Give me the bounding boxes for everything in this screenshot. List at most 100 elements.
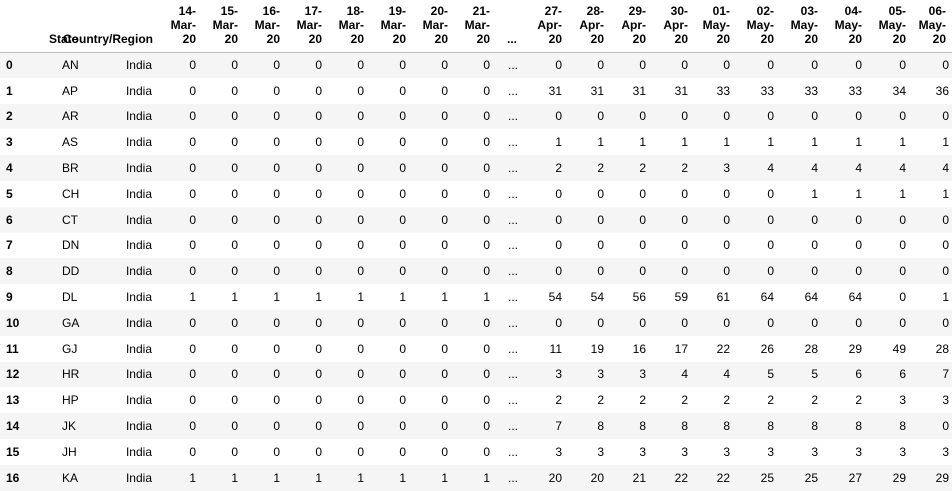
date-column-header: 21- Mar- 20: [456, 0, 498, 53]
value-cell: 0: [483, 238, 490, 253]
value-cell: 0: [483, 135, 490, 150]
value-cell: 2: [597, 161, 604, 176]
row-index: 15: [6, 444, 20, 459]
value-cell: 0: [597, 238, 604, 253]
value-cell: 3: [555, 367, 562, 382]
value-cell: 0: [811, 264, 818, 279]
date-column-header: 27- Apr- 20: [528, 0, 570, 53]
date-column-header: 14- Mar- 20: [162, 0, 204, 53]
value-cell: 0: [855, 264, 862, 279]
value-cell: 1: [555, 135, 562, 150]
value-cell: 0: [399, 264, 406, 279]
value-cell: 0: [441, 186, 448, 201]
table-row: 7 DN India 0 0 0 0 0 0 0 0... 0 0 0 0 0 0 0 0 0 0: [0, 233, 952, 259]
value-cell: 0: [357, 83, 364, 98]
value-cell: 25: [804, 470, 818, 485]
date-column-header: 17- Mar- 20: [288, 0, 330, 53]
value-cell: 5: [767, 367, 774, 382]
value-cell: 0: [273, 315, 280, 330]
value-cell: 0: [357, 264, 364, 279]
value-cell: 0: [441, 264, 448, 279]
value-cell: 5: [811, 367, 818, 382]
value-cell: 0: [723, 58, 730, 73]
header-row: State Country/Region 14- Mar- 20 15- Mar-…: [0, 0, 952, 53]
state-cell: DL: [62, 290, 78, 305]
row-index: 16: [6, 470, 20, 485]
country-cell: India: [125, 444, 152, 459]
date-column-header: 19- Mar- 20: [372, 0, 414, 53]
value-cell: 0: [189, 58, 196, 73]
value-cell: 0: [639, 186, 646, 201]
value-cell: 11: [549, 341, 562, 356]
value-cell: 8: [681, 419, 688, 434]
value-cell: 0: [441, 58, 448, 73]
table-row: 11 GJ India 0 0 0 0 0 0 0 0... 11 19 16 17 22 26 28 29 49 28: [0, 336, 952, 362]
value-cell: 0: [399, 444, 406, 459]
value-cell: 0: [441, 109, 448, 124]
row-index: 11: [6, 341, 19, 356]
value-cell: 0: [357, 444, 364, 459]
value-cell: 3: [723, 444, 730, 459]
value-cell: 0: [723, 238, 730, 253]
value-cell: 64: [760, 290, 774, 305]
value-cell: 4: [681, 367, 688, 382]
value-cell: 0: [315, 109, 322, 124]
country-cell: India: [125, 290, 152, 305]
value-cell: 0: [811, 315, 818, 330]
value-cell: 0: [357, 135, 364, 150]
table-row: 6 CT India 0 0 0 0 0 0 0 0... 0 0 0 0 0 0 0 0 0 0: [0, 206, 952, 233]
value-cell: 0: [483, 367, 490, 382]
value-cell: 0: [315, 444, 322, 459]
value-cell: 0: [811, 212, 818, 227]
date-column-header: 05- May- 20: [870, 0, 914, 53]
value-cell: 20: [548, 470, 562, 485]
value-cell: 0: [441, 238, 448, 253]
value-cell: 27: [848, 470, 862, 485]
value-cell: 1: [855, 135, 862, 150]
value-cell: 0: [555, 212, 562, 227]
value-cell: 0: [231, 419, 238, 434]
ellipsis-cell: ...: [507, 238, 518, 253]
value-cell: 0: [231, 186, 238, 201]
value-cell: 1: [942, 186, 949, 201]
value-cell: 0: [399, 315, 406, 330]
value-cell: 0: [483, 161, 490, 176]
value-cell: 0: [639, 238, 646, 253]
state-cell: AR: [62, 109, 79, 124]
value-cell: 31: [632, 83, 646, 98]
value-cell: 0: [441, 367, 448, 382]
state-cell: JK: [62, 419, 77, 434]
value-cell: 0: [399, 238, 406, 253]
table-row: 1 AP India 0 0 0 0 0 0 0 0... 31 31 31 31 33 33 33 33 34 36: [0, 78, 952, 104]
table-header: State Country/Region 14- Mar- 20 15- Mar-…: [0, 0, 952, 53]
value-cell: 33: [804, 83, 818, 98]
value-cell: 0: [597, 264, 604, 279]
value-cell: 0: [231, 83, 238, 98]
value-cell: 0: [315, 419, 322, 434]
value-cell: 6: [899, 367, 906, 382]
value-cell: 0: [681, 186, 688, 201]
ellipsis-cell: ...: [507, 444, 518, 459]
ellipsis-cell: ...: [507, 470, 518, 485]
value-cell: 0: [315, 161, 322, 176]
value-cell: 0: [483, 83, 490, 98]
value-cell: 0: [639, 58, 646, 73]
value-cell: 0: [273, 419, 280, 434]
value-cell: 0: [639, 212, 646, 227]
value-cell: 0: [767, 58, 774, 73]
value-cell: 0: [399, 109, 406, 124]
value-cell: 0: [483, 419, 490, 434]
table-row: 9 DL India 1 1 1 1 1 1 1 1... 54 54 56 59 61 64 64 64 0 1: [0, 284, 952, 310]
value-cell: 0: [855, 109, 862, 124]
value-cell: 49: [892, 341, 906, 356]
row-index: 3: [6, 135, 13, 150]
value-cell: 8: [597, 419, 604, 434]
country-cell: India: [125, 470, 152, 485]
date-column-header: 18- Mar- 20: [330, 0, 372, 53]
value-cell: 4: [899, 161, 906, 176]
value-cell: 0: [681, 264, 688, 279]
value-cell: 0: [315, 238, 322, 253]
value-cell: 0: [231, 315, 238, 330]
row-index: 13: [6, 393, 20, 408]
ellipsis-cell: ...: [507, 212, 518, 227]
